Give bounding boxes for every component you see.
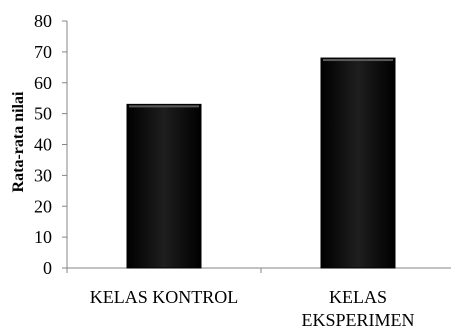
bar-2-highlight xyxy=(323,59,393,62)
bar-1-highlight xyxy=(129,105,199,108)
y-tick-label: 10 xyxy=(34,227,52,247)
x-category-label: EKSPERIMEN xyxy=(301,310,414,327)
y-tick-label: 0 xyxy=(43,258,52,278)
y-tick-label: 50 xyxy=(34,104,52,124)
x-category-label: KELAS KONTROL xyxy=(90,287,239,307)
y-tick-label: 20 xyxy=(34,196,52,216)
y-tick-label: 60 xyxy=(34,73,52,93)
y-tick-label: 30 xyxy=(34,165,52,185)
y-axis-title: Rata-rata nilai xyxy=(10,91,27,192)
bar-2 xyxy=(320,57,396,269)
y-tick-label: 40 xyxy=(34,135,52,155)
plot-area: 0 10 20 30 40 50 60 70 80 KELAS KONTROL KELAS EKSPE… xyxy=(34,11,451,327)
x-category-label: KELAS xyxy=(329,287,387,307)
bar-1 xyxy=(126,103,202,269)
y-tick-label: 80 xyxy=(34,11,52,31)
y-tick-label: 70 xyxy=(34,42,52,62)
